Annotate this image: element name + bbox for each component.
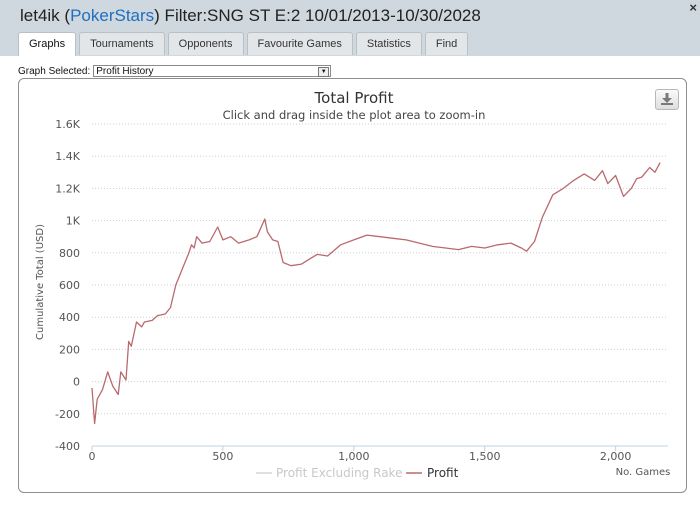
tab-find[interactable]: Find bbox=[424, 32, 469, 55]
legend-label-0: Profit Excluding Rake bbox=[276, 466, 402, 480]
y-tick-label: 200 bbox=[59, 343, 80, 356]
y-tick-label: 1.6K bbox=[55, 118, 80, 131]
legend-label-1: Profit bbox=[427, 466, 459, 480]
x-tick-label: 0 bbox=[89, 450, 96, 463]
x-tick-label: 1,500 bbox=[469, 450, 501, 463]
tab-statistics[interactable]: Statistics bbox=[355, 32, 422, 55]
y-tick-label: 0 bbox=[73, 376, 80, 389]
close-icon[interactable]: × bbox=[689, 0, 697, 15]
y-axis-label: Cumulative Total (USD) bbox=[35, 224, 46, 340]
chevron-down-icon: ▼ bbox=[318, 67, 330, 77]
x-tick-label: 1,000 bbox=[338, 450, 370, 463]
graph-select-label: Graph Selected: bbox=[18, 65, 91, 77]
download-icon bbox=[661, 93, 673, 105]
y-tick-label: 400 bbox=[59, 311, 80, 324]
title-suffix: ) Filter:SNG ST E:2 10/01/2013-10/30/202… bbox=[154, 6, 481, 25]
download-button[interactable] bbox=[655, 89, 679, 110]
title-site: PokerStars bbox=[70, 6, 155, 25]
tab-favourite-games[interactable]: Favourite Games bbox=[246, 32, 353, 55]
x-axis-label: No. Games bbox=[616, 467, 671, 478]
y-tick-label: 600 bbox=[59, 279, 80, 292]
tab-opponents[interactable]: Opponents bbox=[167, 32, 244, 55]
chart-title: Total Profit bbox=[314, 89, 394, 107]
tab-tournaments[interactable]: Tournaments bbox=[79, 32, 165, 55]
y-tick-label: -400 bbox=[55, 440, 80, 453]
y-tick-label: 1.4K bbox=[55, 150, 80, 163]
tab-bar: Graphs Tournaments Opponents Favourite G… bbox=[18, 32, 471, 56]
y-tick-label: 1K bbox=[66, 215, 81, 228]
y-tick-label: -200 bbox=[55, 408, 80, 421]
window-title: let4ik (PokerStars) Filter:SNG ST E:2 10… bbox=[20, 6, 481, 26]
title-prefix: let4ik ( bbox=[20, 6, 71, 25]
window-titlebar: let4ik (PokerStars) Filter:SNG ST E:2 10… bbox=[0, 0, 700, 56]
graph-select-dropdown[interactable]: Profit History ▼ bbox=[93, 65, 332, 77]
chart-subtitle: Click and drag inside the plot area to z… bbox=[223, 108, 486, 122]
y-tick-label: 800 bbox=[59, 247, 80, 260]
y-tick-label: 1.2K bbox=[55, 182, 80, 195]
graph-select-row: Graph Selected: Profit History ▼ bbox=[18, 64, 332, 78]
x-tick-label: 500 bbox=[212, 450, 233, 463]
x-tick-label: 2,000 bbox=[600, 450, 632, 463]
graph-select-value: Profit History bbox=[96, 66, 154, 77]
tab-graphs[interactable]: Graphs bbox=[18, 32, 77, 56]
series-line-1 bbox=[91, 162, 661, 425]
